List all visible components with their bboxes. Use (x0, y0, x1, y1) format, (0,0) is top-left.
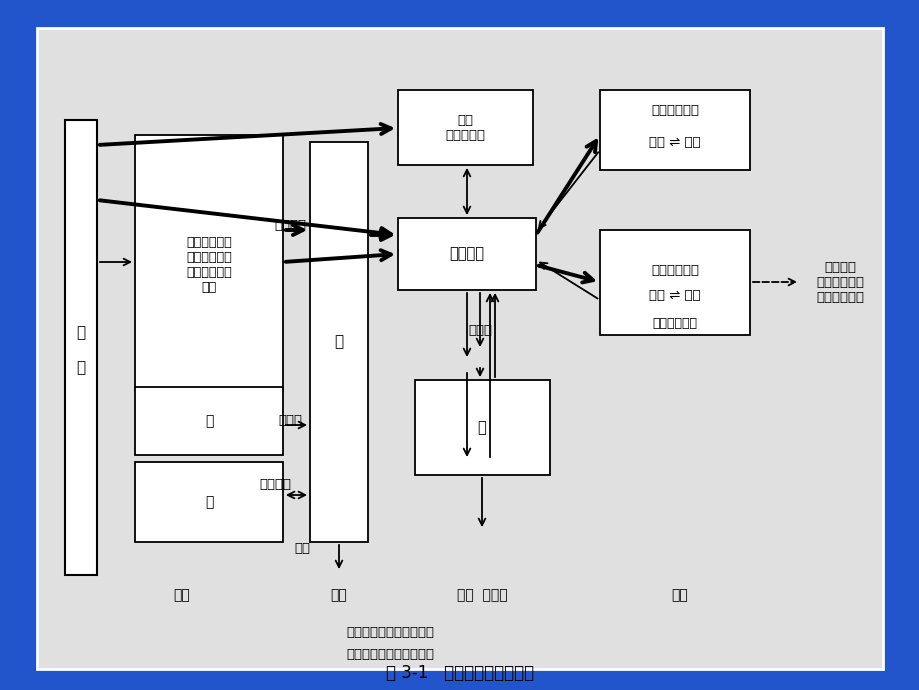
Bar (398, 218, 536, 290)
Text: 肾: 肾 (477, 420, 486, 435)
Text: 药物作用
（治疗作用）
（不良反应）: 药物作用 （治疗作用） （不良反应） (815, 261, 863, 304)
Bar (599, 230, 749, 335)
Text: （作用部位）: （作用部位） (651, 264, 698, 277)
Text: 发布: 发布 (671, 588, 687, 602)
Text: 首过效应: 首过效应 (274, 219, 306, 232)
Bar (310, 142, 368, 542)
Text: （尿、胆汁）（肾小管）: （尿、胆汁）（肾小管） (346, 626, 434, 638)
Text: 游离 ⇌ 结合: 游离 ⇌ 结合 (649, 135, 700, 148)
Bar (135, 135, 283, 390)
Text: 排泄  重吸收: 排泄 重吸收 (456, 588, 506, 602)
Text: 游离药物: 游离药物 (449, 246, 484, 262)
Text: 图 3-1   药物体内过程示意图: 图 3-1 药物体内过程示意图 (385, 664, 534, 682)
Bar (398, 90, 532, 165)
Text: 转化: 转化 (330, 588, 347, 602)
Bar (135, 387, 283, 455)
Text: 游离 ⇌ 结合: 游离 ⇌ 结合 (649, 288, 700, 302)
Text: 吸收: 吸收 (174, 588, 190, 602)
Text: 胃: 胃 (205, 414, 213, 428)
Text: 肝肠循环: 肝肠循环 (259, 478, 290, 491)
Text: 酶系统、受体: 酶系统、受体 (652, 317, 697, 330)
Text: 血液
蛋白结合型: 血液 蛋白结合型 (445, 114, 484, 142)
Text: 胆管: 胆管 (294, 542, 310, 555)
Bar (135, 462, 283, 542)
Bar (414, 380, 550, 475)
Text: 皮肤、皮下、
肌肉、肺泡、
鼻腔、口腔、
直肠: 皮肤、皮下、 肌肉、肺泡、 鼻腔、口腔、 直肠 (186, 236, 232, 294)
Bar (599, 90, 749, 170)
Text: 肝: 肝 (335, 335, 343, 350)
Bar (65, 120, 96, 575)
Text: 肠: 肠 (205, 495, 213, 509)
Text: 药

物: 药 物 (76, 325, 85, 375)
Text: 门静脉: 门静脉 (278, 413, 301, 426)
Text: （组织储存）: （组织储存） (651, 104, 698, 117)
Text: （乳汁等）（肝肠循环）: （乳汁等）（肝肠循环） (346, 649, 434, 662)
Text: 代谢物: 代谢物 (468, 324, 492, 337)
